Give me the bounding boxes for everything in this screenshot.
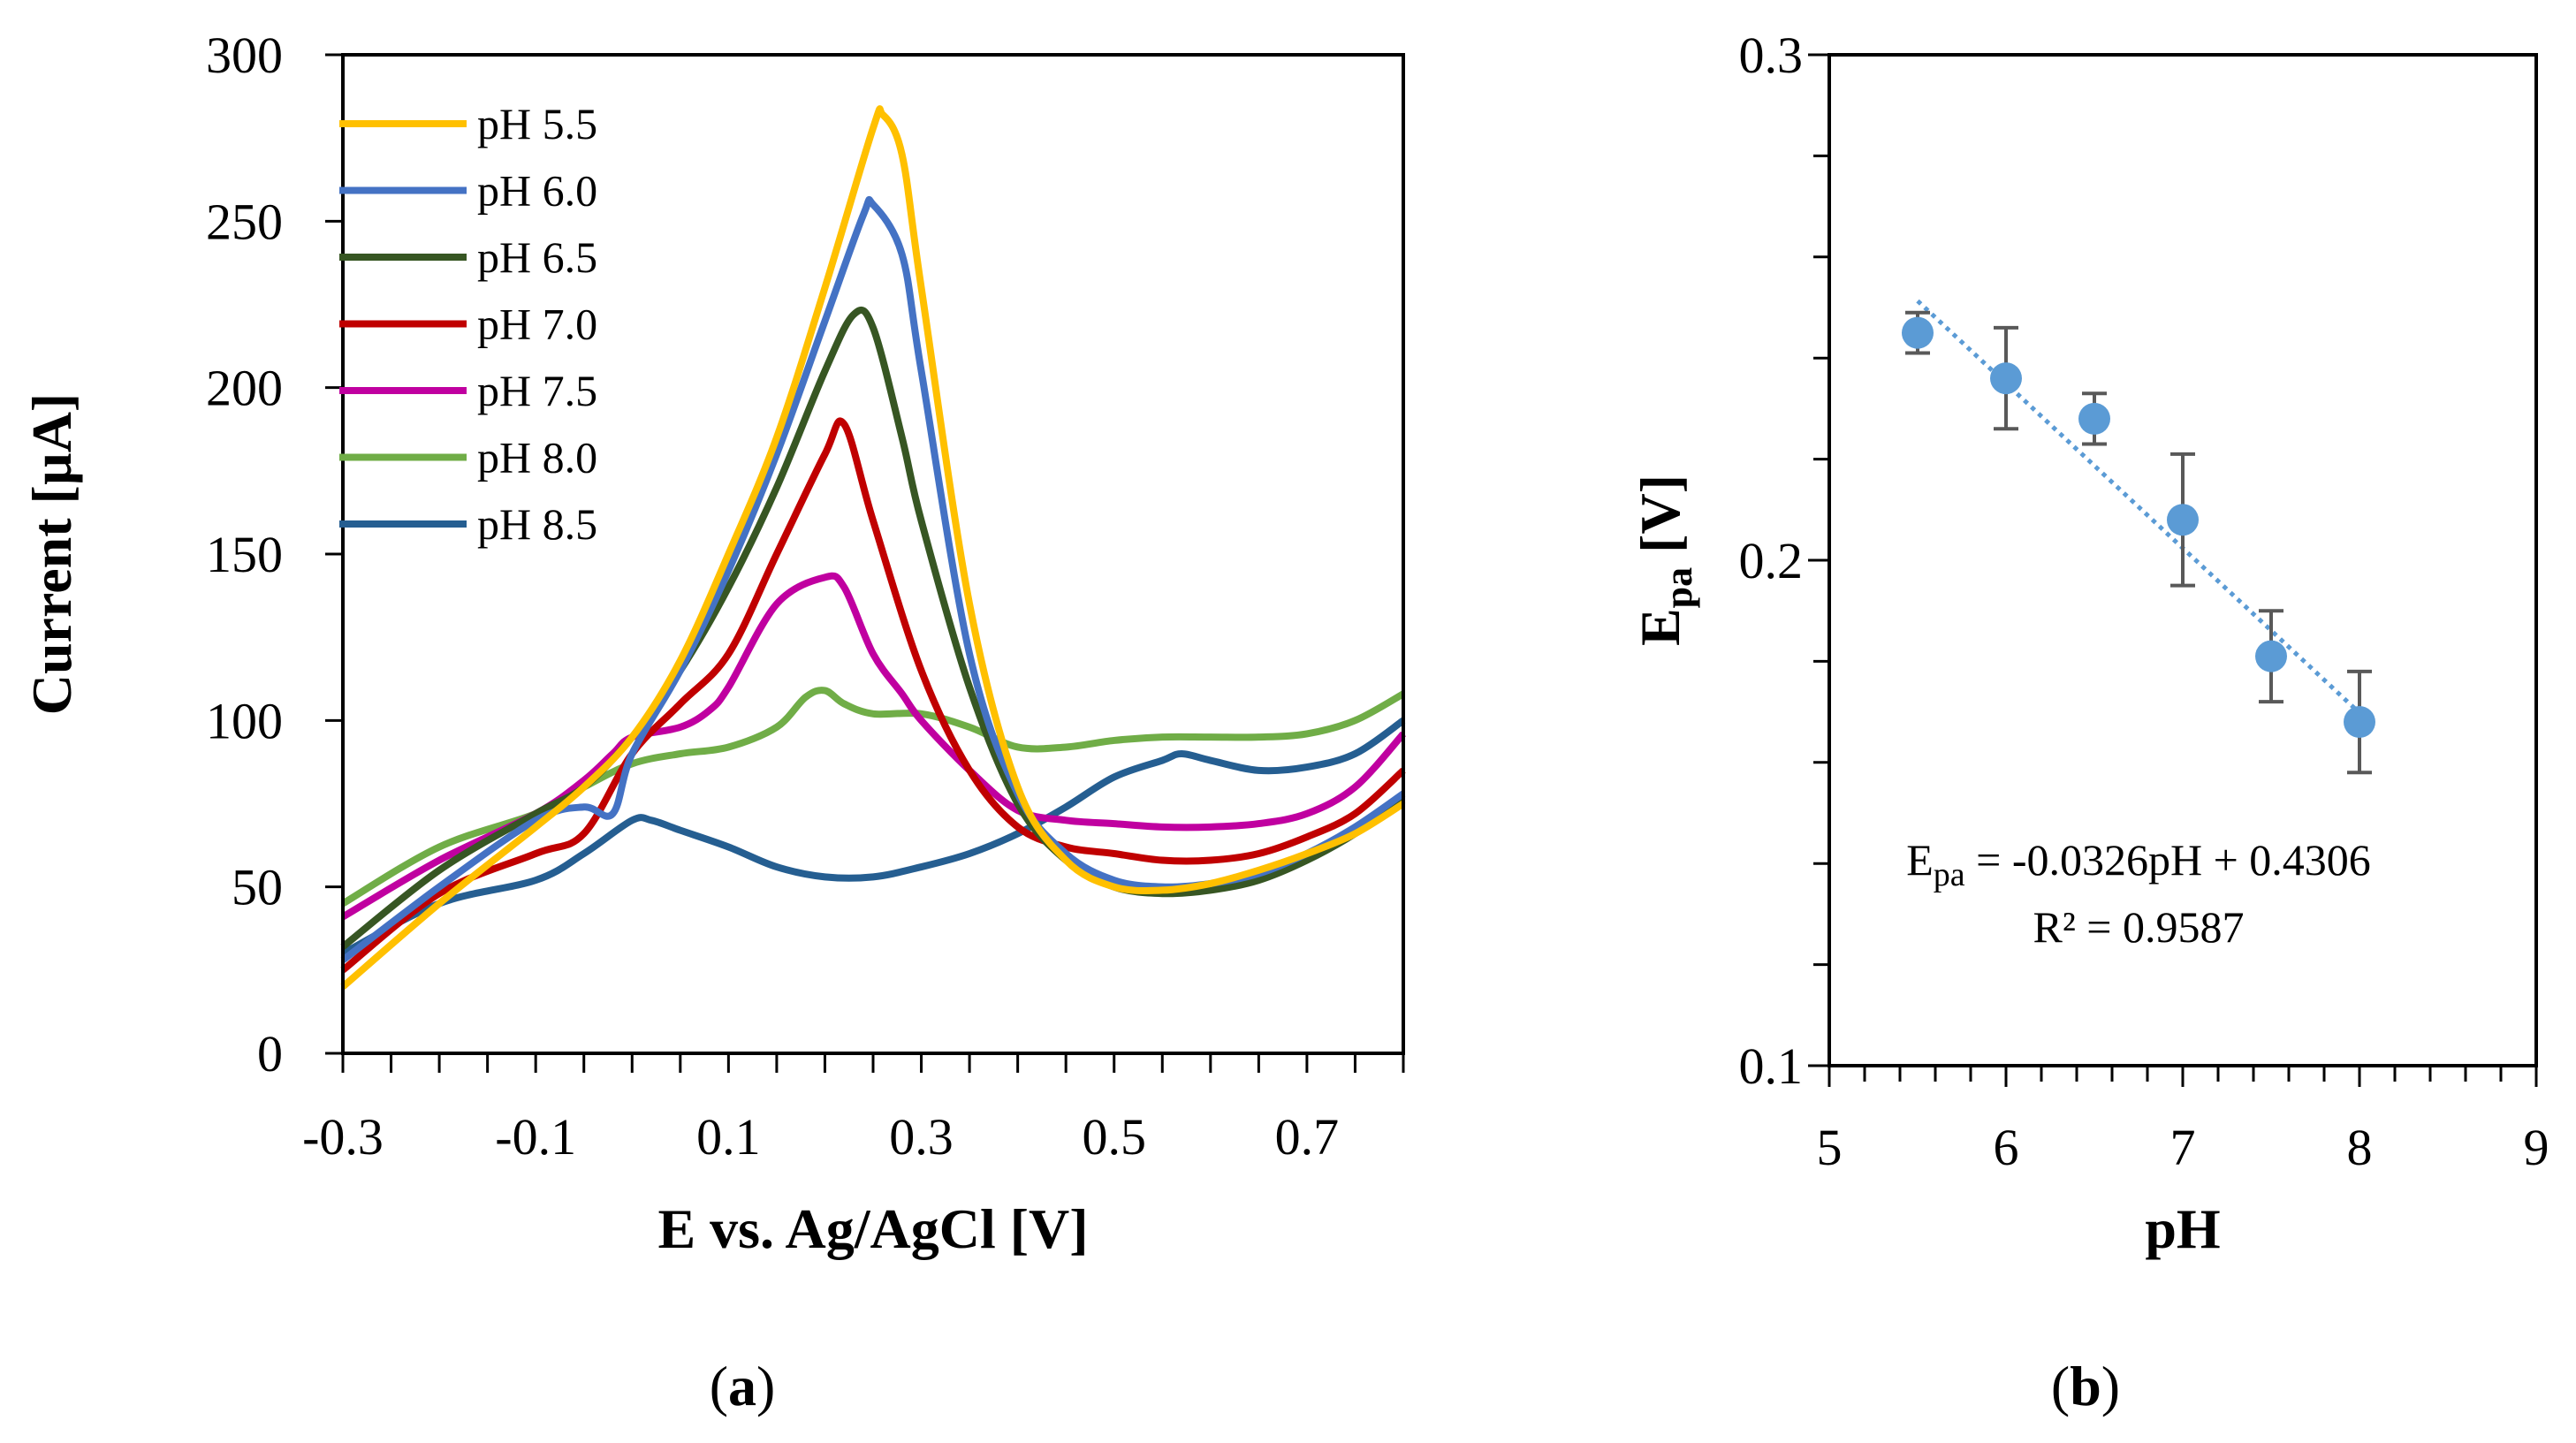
panel-b-x-axis-title: pH	[2145, 1197, 2220, 1260]
y-tick-label: 200	[206, 360, 283, 417]
panel-a-chart: -0.3 -0.1 0.1 0.3 0.5 0.7 050100150200250300 …	[20, 27, 1406, 1417]
panel-a-y-tick-labels: 0 50 100 150 200 250 300	[206, 27, 283, 1082]
regression-equation: Epa = -0.0326pH + 0.4306	[1906, 835, 2371, 893]
r-squared: R² = 0.9587	[2033, 902, 2244, 952]
data-point	[2167, 504, 2199, 536]
y-tick-label: 0.3	[1739, 27, 1804, 84]
panel-a-series	[340, 105, 1406, 990]
panel-a-label: (a)	[710, 1355, 776, 1417]
y-tick-label: 0.1	[1739, 1037, 1804, 1095]
data-point	[2255, 640, 2287, 672]
y-tick-label: 100	[206, 692, 283, 749]
series-line-pH-7-5	[340, 572, 1406, 921]
panel-b-y-axis-title: Epa [V]	[1629, 475, 1700, 646]
data-point	[1990, 362, 2022, 395]
panel-b-label: (b)	[2051, 1355, 2120, 1417]
x-tick-label: 0.1	[696, 1108, 761, 1166]
panel-b-points	[1902, 316, 2375, 739]
data-point	[2344, 706, 2375, 739]
series-line-pH-8-5	[341, 718, 1406, 957]
x-tick-label: -0.3	[302, 1108, 384, 1166]
panel-b-ticks	[1808, 53, 2538, 1087]
y-tick-label: 50	[232, 859, 283, 916]
x-tick-label: 0.3	[889, 1108, 954, 1166]
x-tick-label: 0.7	[1275, 1108, 1340, 1166]
panel-a-plot-frame	[341, 53, 1405, 1055]
y-tick-label: 300	[206, 27, 283, 84]
legend-label: pH 8.5	[477, 499, 597, 549]
legend-label: pH 8.0	[477, 433, 597, 482]
x-tick-label: 9	[2524, 1119, 2549, 1176]
panel-b-chart: 5 6 7 8 9 0.1 0.2 0.3 pH Epa [V] Epa = -0.0326…	[1629, 27, 2549, 1417]
panel-b-y-title-sub: pa	[1657, 567, 1700, 608]
panel-b-y-title-main: E	[1629, 608, 1691, 646]
panel-a-ticks	[325, 53, 1405, 1073]
linear-fit-line	[1916, 299, 2361, 715]
legend-label: pH 5.5	[477, 99, 597, 148]
regression-equation-rest: = -0.0326pH + 0.4306	[1965, 835, 2371, 885]
y-tick-label: 0.2	[1739, 532, 1804, 589]
y-tick-label: 150	[206, 526, 283, 583]
x-tick-label: 7	[2170, 1119, 2196, 1176]
legend-label: pH 6.5	[477, 232, 597, 282]
legend-label: pH 7.0	[477, 300, 597, 349]
panel-a-y-axis-title: Current [µA]	[20, 393, 83, 716]
series-line-pH-7-0	[340, 417, 1406, 973]
regression-equation-sub: pa	[1934, 856, 1965, 893]
panel-b-x-tick-labels: 5 6 7 8 9	[1817, 1119, 2549, 1176]
x-tick-label: 6	[1994, 1119, 2019, 1176]
panel-b-y-title-tail: [V]	[1629, 475, 1691, 567]
panel-a-x-axis-title: E vs. Ag/AgCl [V]	[657, 1197, 1088, 1260]
data-point	[1902, 316, 1934, 349]
panel-b-label-letter: b	[2070, 1355, 2101, 1417]
regression-equation-main: E	[1906, 835, 1934, 885]
panel-b-y-tick-labels: 0.1 0.2 0.3	[1739, 27, 1804, 1095]
data-point	[2078, 402, 2110, 435]
y-tick-label: 0	[257, 1025, 283, 1082]
panel-b-plot-frame	[1828, 53, 2538, 1067]
panel-b-error-bars	[1905, 310, 2372, 775]
x-tick-label: 8	[2347, 1119, 2373, 1176]
legend-label: pH 6.0	[477, 166, 597, 216]
series-line-pH-5-5	[340, 105, 1406, 990]
panel-b-trendline	[1916, 299, 2361, 715]
panel-a-label-letter: a	[728, 1355, 756, 1417]
x-tick-label: 5	[1817, 1119, 1843, 1176]
x-tick-label: -0.1	[495, 1108, 576, 1166]
legend-label: pH 7.5	[477, 366, 597, 415]
y-tick-label: 250	[206, 193, 283, 250]
panel-a-x-tick-labels: -0.3 -0.1 0.1 0.3 0.5 0.7	[302, 1108, 1339, 1166]
x-tick-label: 0.5	[1082, 1108, 1146, 1166]
panel-a-legend: pH 5.5 pH 6.0 pH 6.5 pH 7.0 pH 7.5 pH 8.0 pH 8…	[339, 99, 597, 549]
